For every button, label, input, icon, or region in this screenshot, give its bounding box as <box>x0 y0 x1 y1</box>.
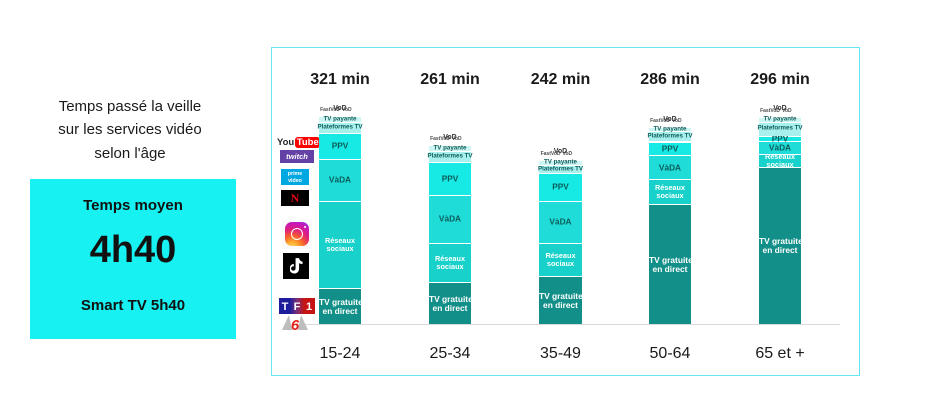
svg-text:6: 6 <box>291 317 300 332</box>
svg-text:F: F <box>294 301 301 313</box>
svg-text:T: T <box>282 301 289 313</box>
svg-text:1: 1 <box>306 301 312 313</box>
